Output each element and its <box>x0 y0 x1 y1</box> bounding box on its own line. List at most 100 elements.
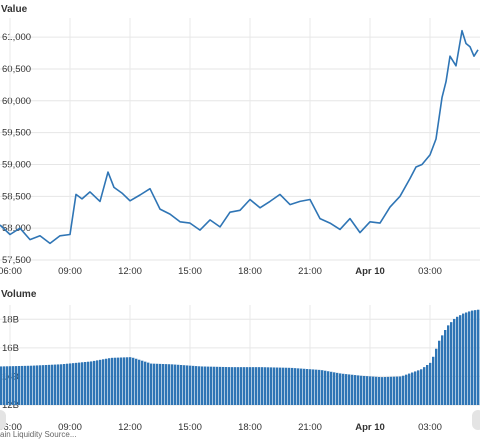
scroll-right-icon[interactable] <box>472 410 480 430</box>
volume-bar <box>288 367 291 405</box>
volume-bar <box>183 365 186 405</box>
volume-bar <box>360 375 363 405</box>
volume-bar <box>303 368 306 405</box>
volume-bar <box>462 313 465 405</box>
volume-bar <box>429 362 432 405</box>
price-line <box>0 29 479 245</box>
volume-bar <box>411 372 414 405</box>
volume-bar <box>105 358 108 405</box>
volume-bar <box>465 312 468 405</box>
volume-bar <box>243 367 246 405</box>
volume-bar <box>261 367 264 405</box>
volume-bar <box>111 357 114 405</box>
volume-bar <box>144 361 147 405</box>
volume-bar <box>228 367 231 405</box>
volume-bar <box>51 364 54 405</box>
volume-bar <box>408 373 411 405</box>
volume-bar <box>306 369 309 405</box>
x-tick-label: Apr 10 <box>355 266 385 277</box>
x-tick-label: 12:00 <box>118 266 142 277</box>
volume-bar <box>15 366 18 405</box>
volume-bar <box>417 370 420 405</box>
volume-bar <box>468 311 471 405</box>
volume-bar <box>294 368 297 405</box>
volume-bar <box>90 361 93 405</box>
volume-bar <box>372 376 375 405</box>
volume-bar <box>213 366 216 405</box>
y-tick-label: 60,000 <box>2 96 31 107</box>
volume-bar <box>84 362 87 405</box>
volume-bar <box>384 377 387 405</box>
volume-bar <box>21 365 24 405</box>
x-tick-label: 09:00 <box>58 266 82 277</box>
volume-bar <box>135 358 138 405</box>
volume-bar <box>87 361 90 405</box>
y-tick-label: 61,000 <box>2 32 31 43</box>
volume-bar <box>387 376 390 405</box>
volume-bar <box>93 360 96 405</box>
volume-bar <box>201 366 204 405</box>
volume-bar <box>72 363 75 405</box>
volume-bar <box>156 363 159 405</box>
x-tick-label: 15:00 <box>178 266 202 277</box>
volume-bar <box>309 369 312 405</box>
volume-bar <box>6 366 9 405</box>
x-tick-label: 06:00 <box>0 422 22 433</box>
volume-bar <box>477 309 480 405</box>
volume-bar <box>312 369 315 405</box>
volume-bar <box>126 357 129 405</box>
volume-bar <box>333 372 336 405</box>
volume-bar <box>132 357 135 405</box>
volume-bar <box>447 325 450 405</box>
volume-bar <box>99 359 102 405</box>
volume-bar <box>324 370 327 405</box>
x-tick-label: 06:00 <box>0 266 22 277</box>
volume-bar <box>216 366 219 405</box>
volume-bar <box>45 365 48 405</box>
volume-bar <box>30 365 33 405</box>
volume-bar <box>348 374 351 405</box>
volume-bar <box>60 364 63 405</box>
volume-bar <box>249 367 252 405</box>
volume-bar <box>318 369 321 405</box>
volume-bar <box>69 363 72 405</box>
volume-bar <box>75 362 78 405</box>
volume-bar <box>114 357 117 405</box>
x-tick-label: 18:00 <box>238 266 262 277</box>
legend-text: ain Liquidity Source... <box>0 430 77 439</box>
volume-bar <box>27 365 30 405</box>
x-tick-label: 09:00 <box>58 422 82 433</box>
volume-bar <box>441 335 444 405</box>
volume-bar <box>33 365 36 405</box>
volume-bar <box>255 367 258 405</box>
volume-bar <box>192 365 195 405</box>
volume-bar <box>225 367 228 405</box>
volume-bar <box>456 316 459 405</box>
volume-bar <box>264 367 267 405</box>
volume-bar <box>246 367 249 405</box>
volume-bar <box>435 348 438 405</box>
volume-bar <box>39 365 42 405</box>
scroll-left-icon[interactable] <box>0 410 6 430</box>
volume-bar <box>129 357 132 405</box>
volume-bar <box>414 371 417 405</box>
volume-bar <box>150 363 153 405</box>
volume-bar <box>147 362 150 405</box>
y-tick-label: 58,500 <box>2 191 31 202</box>
volume-bar <box>267 367 270 405</box>
volume-bar <box>153 363 156 405</box>
y-tick-label: 12B <box>2 400 19 411</box>
volume-bar <box>198 366 201 405</box>
volume-bar <box>24 365 27 405</box>
volume-bar <box>363 375 366 405</box>
volume-bar <box>342 373 345 405</box>
volume-bar <box>171 364 174 405</box>
volume-bar <box>297 368 300 405</box>
volume-bar <box>315 369 318 405</box>
volume-bar <box>186 365 189 405</box>
volume-bar <box>195 366 198 405</box>
volume-bar <box>432 356 435 405</box>
volume-bar <box>168 364 171 405</box>
volume-bar <box>3 366 6 405</box>
